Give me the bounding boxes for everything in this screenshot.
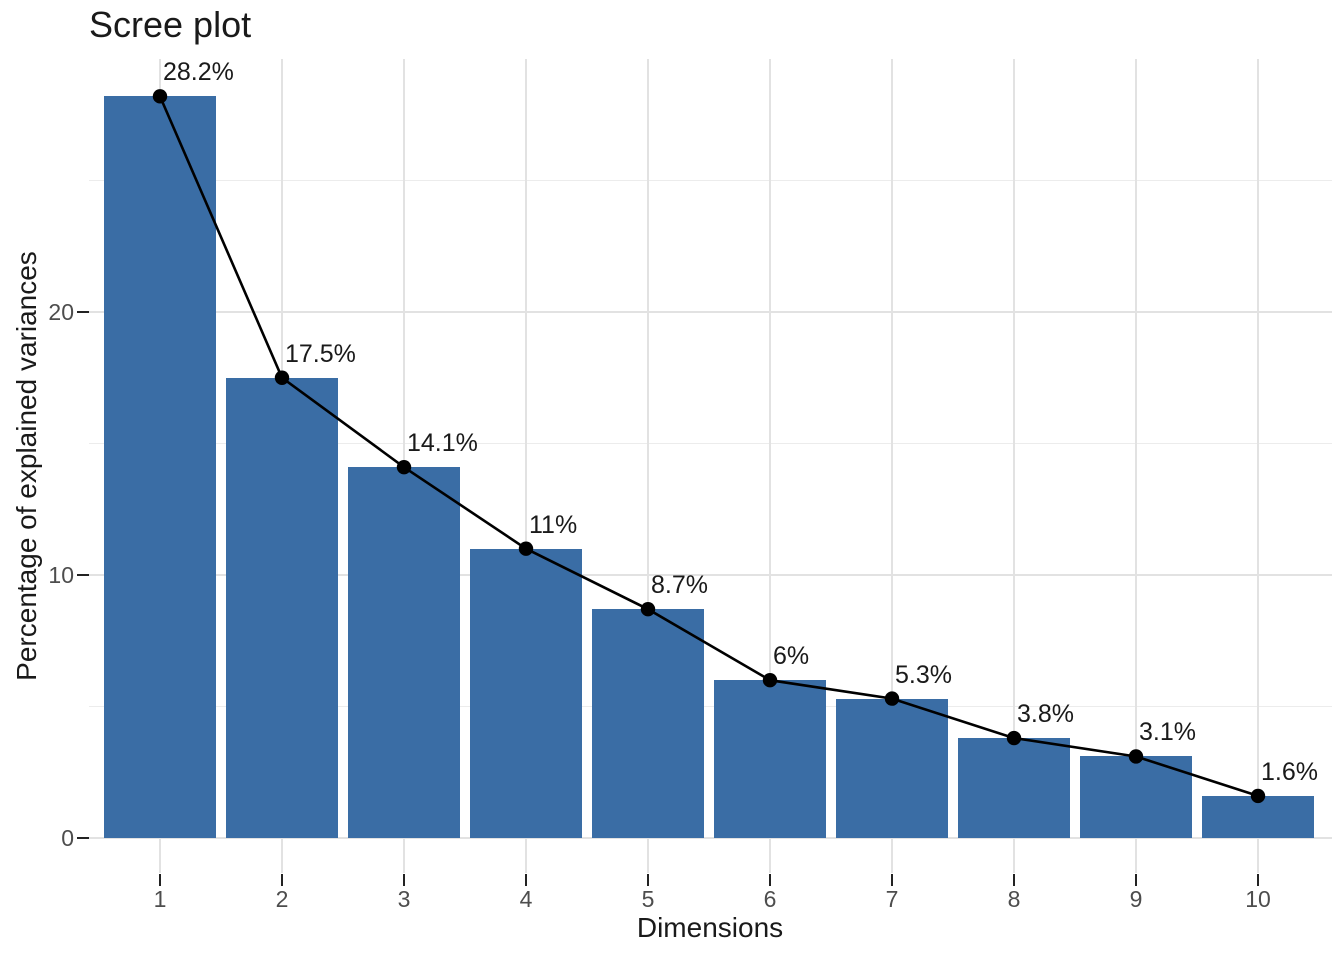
plot-panel (89, 59, 1332, 873)
x-axis-tick (159, 874, 161, 886)
x-axis-tick-label: 4 (519, 886, 533, 912)
x-axis-tick (891, 874, 893, 886)
x-axis-tick-label: 8 (1007, 886, 1021, 912)
x-axis-tick (769, 874, 771, 886)
y-gridline-major (89, 837, 1332, 839)
bar (226, 377, 338, 838)
point-value-label: 17.5% (285, 339, 356, 368)
x-axis-tick-label: 7 (885, 886, 899, 912)
bar (470, 548, 582, 838)
bar (592, 609, 704, 838)
y-gridline-major (89, 311, 1332, 313)
x-axis-tick-label: 5 (641, 886, 655, 912)
y-axis-tick-label: 0 (61, 825, 74, 851)
bar (836, 698, 948, 838)
x-gridline-major (1135, 59, 1137, 873)
x-axis-tick (647, 874, 649, 886)
bar (1202, 795, 1314, 838)
bar (958, 738, 1070, 838)
chart-title: Scree plot (89, 4, 252, 45)
x-axis-tick-label: 9 (1129, 886, 1143, 912)
x-axis-tick (1135, 874, 1137, 886)
point-value-label: 8.7% (651, 571, 708, 600)
x-axis-tick-label: 6 (763, 886, 777, 912)
x-axis-title: Dimensions (636, 912, 784, 943)
point-value-label: 1.6% (1261, 757, 1318, 786)
x-gridline-major (1257, 59, 1259, 873)
x-axis-tick (525, 874, 527, 886)
x-axis-tick-label: 2 (275, 886, 289, 912)
bar (714, 680, 826, 838)
x-axis-tick (403, 874, 405, 886)
x-axis-tick-label: 10 (1245, 886, 1271, 912)
bar (348, 467, 460, 838)
x-axis-tick-label: 1 (153, 886, 167, 912)
y-axis-tick (77, 311, 89, 313)
x-axis-tick (1257, 874, 1259, 886)
x-axis-tick-label: 3 (397, 886, 411, 912)
point-value-label: 28.2% (163, 58, 234, 87)
y-axis-tick (77, 837, 89, 839)
y-gridline-minor (89, 179, 1332, 182)
y-axis-tick-label: 10 (48, 562, 74, 588)
point-value-label: 14.1% (407, 429, 478, 458)
bar (104, 96, 216, 838)
bar (1080, 756, 1192, 838)
point-value-label: 11% (529, 510, 578, 539)
point-value-label: 6% (773, 642, 810, 671)
x-axis-tick (1013, 874, 1015, 886)
x-axis-tick (281, 874, 283, 886)
point-value-label: 5.3% (895, 660, 952, 689)
y-axis-tick (77, 574, 89, 576)
y-axis-tick-label: 20 (48, 299, 74, 325)
point-value-label: 3.1% (1139, 718, 1196, 747)
point-value-label: 3.8% (1017, 700, 1074, 729)
